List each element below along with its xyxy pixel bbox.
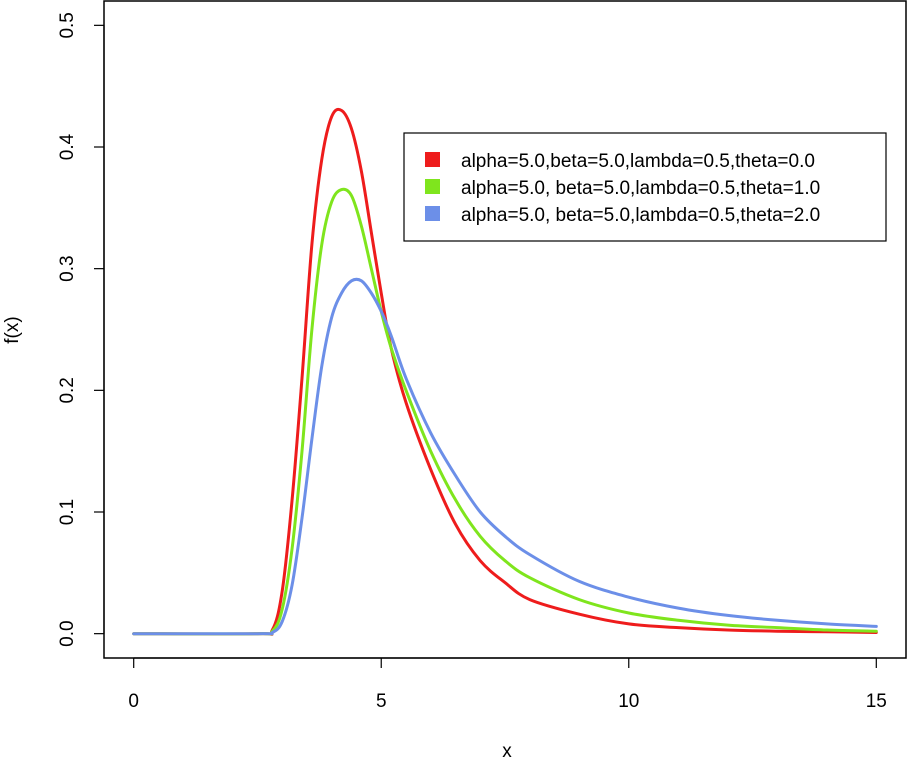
y-axis: 0.0 0.1 0.2 0.3 0.4 0.5 <box>57 12 105 647</box>
legend: alpha=5.0,beta=5.0,lambda=0.5,theta=0.0 a… <box>403 132 887 242</box>
y-tick-label: 0.3 <box>57 255 78 281</box>
legend-swatch-1 <box>425 152 440 167</box>
legend-label-2: alpha=5.0, beta=5.0,lambda=0.5,theta=1.0 <box>461 178 820 199</box>
x-tick-label: 15 <box>866 691 887 712</box>
y-axis-title: f(x) <box>2 316 23 343</box>
legend-swatch-3 <box>425 206 440 221</box>
series-layer <box>132 107 878 636</box>
y-tick-label: 0.0 <box>57 620 78 646</box>
legend-box <box>403 132 887 242</box>
x-axis: 0 5 10 15 <box>128 657 887 712</box>
series-line-1 <box>132 107 878 636</box>
x-axis-title: x <box>502 741 512 761</box>
y-tick-label: 0.4 <box>57 133 78 160</box>
x-tick-label: 10 <box>618 691 639 712</box>
y-tick-label: 0.2 <box>57 377 78 403</box>
legend-items: alpha=5.0,beta=5.0,lambda=0.5,theta=0.0 a… <box>425 151 820 226</box>
x-tick-label: 5 <box>376 691 387 712</box>
y-tick-label: 0.1 <box>57 499 78 525</box>
y-tick-label: 0.5 <box>57 12 78 38</box>
legend-label-3: alpha=5.0, beta=5.0,lambda=0.5,theta=2.0 <box>461 205 820 226</box>
legend-label-1: alpha=5.0,beta=5.0,lambda=0.5,theta=0.0 <box>461 151 815 172</box>
legend-swatch-2 <box>425 179 440 194</box>
x-tick-label: 0 <box>128 691 139 712</box>
series-line-3 <box>132 277 878 636</box>
series-line-2 <box>132 187 878 636</box>
